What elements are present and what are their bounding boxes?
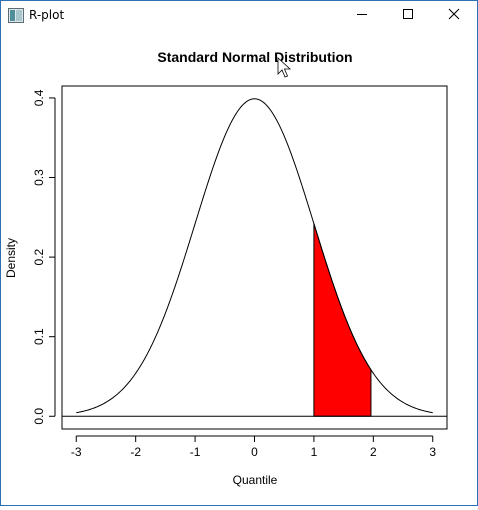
normal-distribution-chart: -3 -2 -1 0 1 2 3 0.0 0.1 0.2 0.3 0.4 Standard Norma… (4, 49, 448, 487)
density-curve (76, 98, 433, 414)
mouse-cursor (277, 57, 292, 78)
x-tick-label: -1 (190, 445, 201, 459)
plot-canvas: -3 -2 -1 0 1 2 3 0.0 0.1 0.2 0.3 0.4 Standard Norma… (1, 31, 477, 505)
close-button[interactable] (431, 1, 477, 31)
plot-frame (61, 85, 448, 430)
x-tick-label: -2 (130, 445, 141, 459)
r-graphics-icon (8, 8, 24, 23)
y-axis-label: Density (4, 238, 18, 278)
x-tick-label: 1 (311, 445, 318, 459)
y-tick-label: 0.1 (32, 328, 46, 345)
x-tick-label: 3 (429, 445, 436, 459)
y-tick-label: 0.2 (32, 248, 46, 265)
maximize-button[interactable] (385, 1, 431, 31)
x-tick-label: -3 (71, 445, 82, 459)
window-title: R-plot (29, 8, 65, 22)
x-tick-label: 0 (251, 445, 258, 459)
y-tick-label: 0.3 (32, 169, 46, 186)
y-tick-label: 0.4 (32, 89, 46, 106)
title-bar[interactable]: R-plot (1, 1, 477, 31)
close-icon (448, 7, 460, 25)
x-tick-label: 2 (370, 445, 377, 459)
x-axis-label: Quantile (233, 473, 278, 487)
chart-title: Standard Normal Distribution (157, 49, 352, 65)
minimize-icon (356, 7, 368, 25)
minimize-button[interactable] (339, 1, 385, 31)
y-tick-label: 0.0 (32, 408, 46, 425)
maximize-icon (402, 7, 414, 25)
